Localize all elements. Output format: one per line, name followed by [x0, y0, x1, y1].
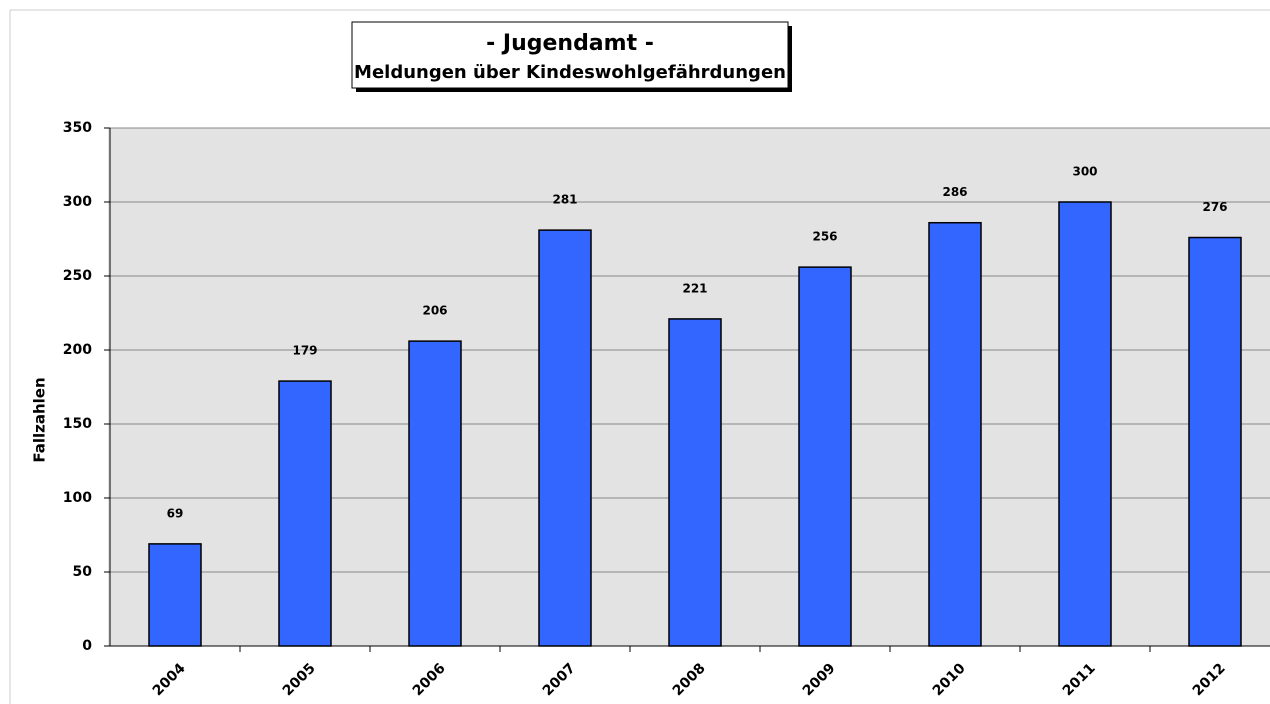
x-tick-label: 2006 [410, 660, 449, 699]
value-label: 276 [1202, 200, 1227, 214]
bar [408, 340, 462, 647]
value-label: 286 [942, 185, 967, 199]
chart-title: - Jugendamt - [486, 31, 654, 56]
value-label: 69 [167, 506, 184, 520]
bar [928, 221, 982, 647]
x-tick-label: 2010 [930, 660, 969, 699]
y-tick-label: 250 [63, 268, 92, 284]
bar [668, 318, 722, 647]
y-tick-label: 0 [82, 638, 92, 654]
x-tick-label: 2009 [800, 660, 839, 699]
bar [1188, 236, 1242, 647]
bar [538, 229, 592, 647]
x-tick-label: 2005 [280, 660, 319, 699]
y-axis-label: Fallzahlen [31, 377, 49, 462]
value-label: 221 [682, 281, 707, 295]
value-label: 281 [552, 193, 577, 207]
x-tick-label: 2011 [1060, 660, 1099, 699]
y-tick-label: 150 [63, 416, 92, 432]
bar [798, 266, 852, 647]
bar [148, 543, 202, 647]
value-label: 256 [812, 230, 837, 244]
value-label: 300 [1072, 165, 1097, 179]
value-label: 179 [292, 344, 317, 358]
x-tick-label: 2007 [540, 660, 579, 699]
bar [278, 380, 332, 647]
x-tick-label: 2012 [1190, 660, 1229, 699]
y-tick-label: 350 [63, 120, 92, 136]
y-tick-label: 50 [73, 564, 93, 580]
title-box [351, 21, 789, 89]
x-tick-label: 2004 [150, 660, 189, 699]
chart-subtitle: Meldungen über Kindeswohlgefährdungen [354, 62, 786, 83]
x-tick-label: 2008 [670, 660, 709, 699]
y-tick-label: 200 [63, 342, 92, 358]
y-tick-label: 300 [63, 194, 92, 210]
bar [1058, 201, 1112, 647]
y-tick-label: 100 [63, 490, 92, 506]
value-label: 206 [422, 304, 447, 318]
